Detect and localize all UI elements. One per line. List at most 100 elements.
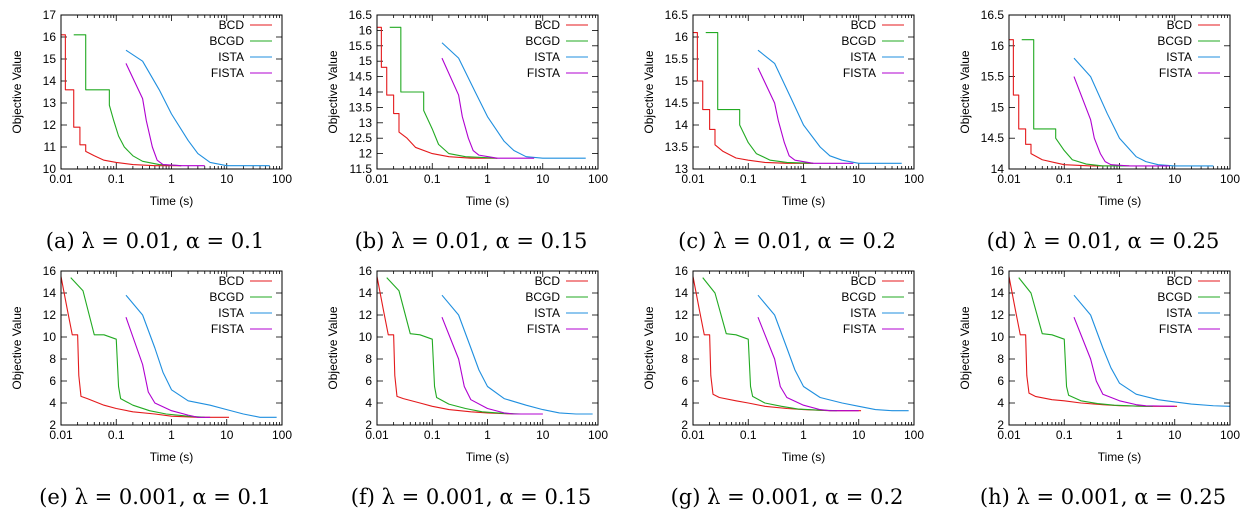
series-line-bcgd (702, 277, 837, 412)
series-line-bcgd (389, 26, 498, 159)
y-axis-title: Objective Value (642, 50, 656, 133)
x-tick-label: 10 (220, 172, 234, 186)
x-tick-label: 1 (484, 428, 491, 442)
series-line-bcgd (1021, 39, 1130, 167)
x-tick-label: 0.01 (997, 172, 1021, 186)
x-tick-label: 100 (1220, 172, 1240, 186)
series-line-ista (757, 294, 909, 412)
y-tick-label: 16 (991, 264, 1005, 278)
series-line-ista (125, 294, 277, 418)
x-tick-label: 100 (904, 172, 924, 186)
y-tick-label: 14.5 (349, 70, 373, 84)
legend-label: BCD (535, 18, 561, 32)
x-axis-title: Time (s) (1098, 450, 1142, 464)
y-tick-label: 13 (675, 162, 689, 176)
legend-label: ISTA (218, 50, 244, 64)
y-tick-label: 11 (44, 140, 57, 154)
legend-label: ISTA (1166, 306, 1192, 320)
x-tick-label: 1 (484, 172, 491, 186)
plot-frame (1008, 14, 1231, 170)
y-axis-title: Objective Value (958, 306, 972, 389)
y-tick-label: 8 (49, 352, 56, 366)
y-tick-label: 15 (991, 100, 1005, 114)
series-line-fista (125, 317, 211, 418)
series-line-bcgd (386, 277, 521, 415)
x-tick-label: 100 (588, 172, 608, 186)
series-line-fista (441, 57, 535, 159)
x-axis-title: Time (s) (150, 450, 194, 464)
y-tick-label: 13 (359, 116, 373, 130)
legend-label: BCD (851, 18, 877, 32)
legend-label: ISTA (850, 50, 876, 64)
chart-panel: 0.01 0.1 1 10 100 14 14.5 15 15.5 16 16.5 BCD BCGD IS… (958, 8, 1240, 253)
legend-label: FISTA (1159, 66, 1192, 80)
legend-label: BCGD (209, 34, 244, 48)
legend-label: BCD (851, 274, 877, 288)
x-tick-label: 0.1 (108, 428, 125, 442)
y-tick-label: 16 (43, 264, 57, 278)
series-line-bcgd (73, 34, 182, 167)
series-line-ista (441, 294, 593, 415)
x-tick-label: 0.01 (365, 172, 389, 186)
subfigure-caption: (g) λ = 0.001, α = 0.2 (671, 485, 904, 509)
y-tick-label: 10 (43, 162, 57, 176)
legend-label: FISTA (527, 322, 560, 336)
series-line-fista (125, 63, 205, 167)
legend-label: BCGD (209, 290, 244, 304)
y-tick-label: 2 (49, 418, 56, 432)
y-axis-title: Objective Value (642, 306, 656, 389)
series-line-bcd (377, 26, 498, 159)
y-tick-label: 15.5 (981, 70, 1005, 84)
y-tick-label: 15 (359, 54, 373, 68)
y-tick-label: 10 (675, 330, 689, 344)
legend-label: FISTA (843, 66, 876, 80)
series-line-bcd (61, 34, 182, 167)
series-line-bcd (1008, 276, 1178, 407)
legend-label: FISTA (527, 66, 560, 80)
y-tick-label: 4 (681, 396, 688, 410)
y-tick-label: 14.5 (981, 131, 1005, 145)
series-line-bcd (1009, 39, 1130, 167)
y-tick-label: 15.5 (665, 52, 689, 66)
subfigure-caption: (b) λ = 0.01, α = 0.15 (355, 229, 588, 253)
series-line-bcd (60, 276, 230, 418)
legend-label: BCD (219, 274, 245, 288)
y-tick-label: 12 (359, 308, 373, 322)
y-tick-label: 16.5 (665, 8, 689, 22)
y-tick-label: 14 (359, 286, 373, 300)
y-tick-label: 16.5 (981, 8, 1005, 22)
x-axis-title: Time (s) (150, 194, 194, 208)
series-line-fista (441, 316, 543, 415)
y-tick-label: 2 (365, 418, 372, 432)
series-line-fista (757, 316, 859, 412)
chart-panel: 0.01 0.1 1 10 100 2 4 6 8 10 12 14 16 BCD BCGD ISTA FIST… (958, 264, 1240, 509)
y-tick-label: 12 (675, 308, 689, 322)
y-tick-label: 14 (675, 286, 689, 300)
x-tick-label: 100 (1220, 428, 1240, 442)
chart-panel: 0.01 0.1 1 10 100 2 4 6 8 10 12 14 16 BCD BCGD ISTA FIST… (642, 264, 924, 509)
y-tick-label: 16 (359, 264, 373, 278)
y-tick-label: 15 (675, 74, 689, 88)
series-line-ista (757, 49, 902, 164)
x-tick-label: 1 (1116, 428, 1123, 442)
x-tick-label: 10 (852, 428, 866, 442)
y-tick-label: 16 (359, 23, 373, 37)
x-tick-label: 10 (536, 428, 550, 442)
y-tick-label: 13.5 (665, 140, 689, 154)
legend-label: BCGD (841, 34, 876, 48)
plot-frame (692, 270, 915, 426)
plot-frame (376, 270, 599, 426)
subfigure-caption: (h) λ = 0.001, α = 0.25 (980, 485, 1226, 509)
x-tick-label: 100 (904, 428, 924, 442)
x-tick-label: 10 (536, 172, 550, 186)
x-tick-label: 0.01 (49, 172, 73, 186)
x-tick-label: 100 (272, 428, 292, 442)
x-tick-label: 10 (1168, 172, 1182, 186)
y-tick-label: 16 (43, 30, 57, 44)
series-line-bcgd (70, 277, 205, 418)
legend-label: BCGD (525, 34, 560, 48)
y-axis-title: Objective Value (10, 50, 24, 133)
x-axis-title: Time (s) (782, 194, 826, 208)
y-axis-title: Objective Value (10, 306, 24, 389)
